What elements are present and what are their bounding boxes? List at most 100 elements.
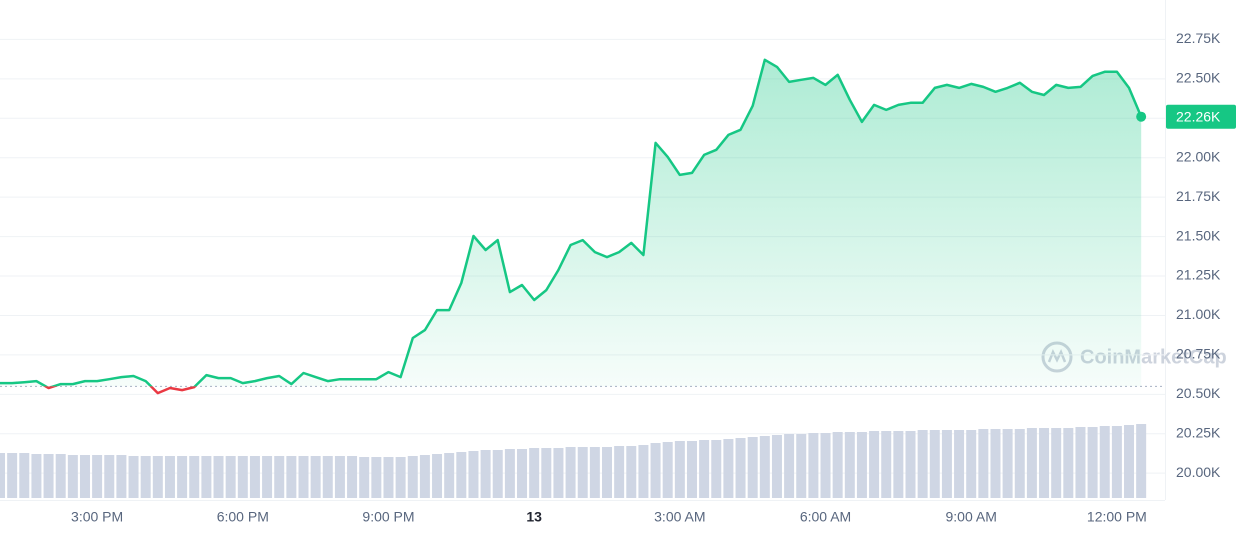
volume-bar <box>978 429 989 498</box>
price-line-down <box>43 386 197 395</box>
y-tick-label: 22.75K <box>1176 30 1221 46</box>
volume-bar <box>723 439 734 498</box>
volume-bar <box>662 442 673 498</box>
volume-bar <box>565 447 576 498</box>
volume-bar <box>614 446 625 498</box>
volume-bar <box>444 453 455 498</box>
x-tick-label: 12:00 PM <box>1087 509 1147 525</box>
y-tick-label: 21.75K <box>1176 188 1221 204</box>
volume-bar <box>832 432 843 498</box>
volume-bar <box>1087 427 1098 498</box>
volume-bar <box>432 454 443 498</box>
x-tick-label: 3:00 PM <box>71 509 123 525</box>
y-tick-label: 20.75K <box>1176 346 1221 362</box>
volume-bar <box>31 454 42 498</box>
volume-bar <box>893 431 904 498</box>
y-tick-label: 21.25K <box>1176 267 1221 283</box>
volume-bar <box>407 456 418 498</box>
x-tick-label: 6:00 AM <box>800 509 851 525</box>
x-tick-label: 9:00 AM <box>946 509 997 525</box>
volume-bar <box>808 433 819 498</box>
volume-bar <box>480 450 491 498</box>
volume-bar <box>784 434 795 498</box>
volume-bar <box>954 430 965 498</box>
x-tick-label: 3:00 AM <box>654 509 705 525</box>
volume-bar <box>7 453 18 498</box>
y-tick-label: 20.25K <box>1176 424 1221 440</box>
x-tick-label: 13 <box>526 509 542 525</box>
volume-bar <box>674 441 685 498</box>
volume-bar <box>213 456 224 498</box>
volume-bar <box>0 453 5 498</box>
y-tick-label: 22.00K <box>1176 148 1221 164</box>
volume-bar <box>92 455 103 498</box>
volume-bar <box>237 456 248 498</box>
volume-bar <box>589 447 600 498</box>
volume-bar <box>1051 428 1062 498</box>
volume-bar <box>1124 425 1135 498</box>
volume-bar <box>686 441 697 498</box>
volume-bar <box>492 450 503 498</box>
y-tick-label: 21.00K <box>1176 306 1221 322</box>
volume-bar <box>711 440 722 498</box>
volume-bar <box>347 456 358 498</box>
y-tick-label: 22.50K <box>1176 70 1221 86</box>
last-point <box>1136 111 1147 122</box>
volume-bar <box>189 456 200 498</box>
volume-bar <box>116 455 127 498</box>
volume-bar <box>128 456 139 498</box>
volume-bar <box>334 456 345 498</box>
last-price-label: 22.26K <box>1176 108 1221 124</box>
volume-bar <box>577 447 588 498</box>
volume-bar <box>747 437 758 498</box>
volume-bar <box>383 457 394 498</box>
volume-bar <box>699 440 710 498</box>
volume-bar <box>468 451 479 498</box>
price-area <box>0 59 1142 387</box>
volume-bar <box>529 448 540 498</box>
volume-bar <box>553 448 564 498</box>
volume-bar <box>1099 426 1110 498</box>
volume-bar <box>517 449 528 498</box>
x-tick-label: 9:00 PM <box>362 509 414 525</box>
volume-bar <box>286 456 297 498</box>
volume-bar <box>67 455 78 498</box>
volume-bar <box>1063 428 1074 498</box>
volume-bar <box>456 452 467 498</box>
volume-bar <box>796 434 807 498</box>
volume-bar <box>1014 429 1025 498</box>
volume-bar <box>152 456 163 498</box>
volume-bar <box>43 454 54 498</box>
volume-bar <box>759 436 770 498</box>
volume-bar <box>1075 427 1086 498</box>
volume-bar <box>881 431 892 498</box>
volume-bar <box>274 456 285 498</box>
volume-bars <box>0 424 1147 498</box>
volume-bar <box>104 455 115 498</box>
volume-bar <box>735 438 746 498</box>
volume-bar <box>310 456 321 498</box>
volume-bar <box>55 454 66 498</box>
volume-bar <box>650 443 661 498</box>
volume-bar <box>1136 424 1147 498</box>
y-tick-label: 20.00K <box>1176 464 1221 480</box>
volume-bar <box>771 435 782 498</box>
y-tick-label: 21.50K <box>1176 227 1221 243</box>
volume-bar <box>164 456 175 498</box>
volume-bar <box>990 429 1001 498</box>
volume-bar <box>929 430 940 498</box>
volume-bar <box>225 456 236 498</box>
y-tick-label: 20.50K <box>1176 385 1221 401</box>
volume-bar <box>941 430 952 498</box>
volume-bar <box>602 447 612 498</box>
volume-bar <box>371 457 382 498</box>
x-tick-label: 6:00 PM <box>217 509 269 525</box>
volume-bar <box>856 432 867 498</box>
volume-bar <box>177 456 188 498</box>
volume-bar <box>79 455 90 498</box>
volume-bar <box>359 457 370 498</box>
last-price-badge <box>1166 104 1236 129</box>
volume-bar <box>626 446 637 498</box>
volume-bar <box>1039 428 1050 498</box>
